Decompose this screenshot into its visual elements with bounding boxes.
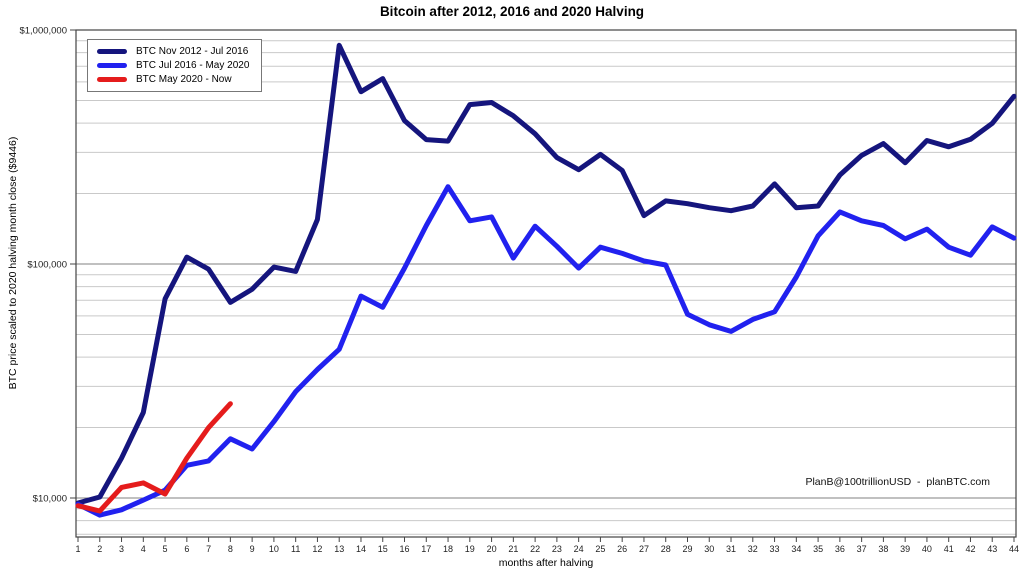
x-tick-label: 22 <box>530 544 540 554</box>
x-tick-label: 1 <box>75 544 80 554</box>
x-tick-label: 10 <box>269 544 279 554</box>
x-tick-label: 26 <box>617 544 627 554</box>
x-tick-label: 43 <box>987 544 997 554</box>
x-tick-label: 28 <box>661 544 671 554</box>
x-tick-label: 21 <box>508 544 518 554</box>
legend-swatch-0 <box>97 49 127 54</box>
x-tick-label: 34 <box>791 544 801 554</box>
x-axis-label: months after halving <box>498 557 594 569</box>
legend-item-1: BTC Jul 2016 - May 2020 <box>97 60 249 71</box>
series-line-2 <box>75 401 233 514</box>
x-tick-label: 9 <box>250 544 255 554</box>
chart-title: Bitcoin after 2012, 2016 and 2020 Halvin… <box>379 4 645 19</box>
x-tick-label: 17 <box>421 544 431 554</box>
y-tick-label: $1,000,000 <box>19 26 67 37</box>
x-tick-label: 33 <box>770 544 780 554</box>
legend-label-2: BTC May 2020 - Now <box>136 74 232 85</box>
x-tick-label: 31 <box>726 544 736 554</box>
x-tick-label: 40 <box>922 544 932 554</box>
x-tick-label: 35 <box>813 544 823 554</box>
x-tick-label: 15 <box>378 544 388 554</box>
x-tick-label: 5 <box>163 544 168 554</box>
x-tick-label: 12 <box>312 544 322 554</box>
x-tick-label: 20 <box>487 544 497 554</box>
plot-border <box>75 29 1017 538</box>
x-tick-label: 30 <box>704 544 714 554</box>
x-tick-label: 27 <box>639 544 649 554</box>
x-tick-label: 37 <box>857 544 867 554</box>
x-tick-label: 36 <box>835 544 845 554</box>
y-axis-label: BTC price scaled to 2020 halving month c… <box>7 136 19 390</box>
legend: BTC Nov 2012 - Jul 2016 BTC Jul 2016 - Ma… <box>87 39 263 92</box>
x-tick-label: 38 <box>878 544 888 554</box>
x-tick-label: 14 <box>356 544 366 554</box>
x-tick-label: 23 <box>552 544 562 554</box>
y-tick-label: $10,000 <box>33 494 67 505</box>
x-tick-label: 41 <box>944 544 954 554</box>
x-tick-label: 44 <box>1009 544 1019 554</box>
x-tick-label: 18 <box>443 544 453 554</box>
y-tick-label: $100,000 <box>27 260 67 271</box>
x-tick-label: 29 <box>682 544 692 554</box>
x-tick-label: 7 <box>206 544 211 554</box>
watermark-annotation: PlanB@100trillionUSD - planBTC.com <box>805 476 990 488</box>
x-tick-label: 19 <box>465 544 475 554</box>
x-tick-label: 39 <box>900 544 910 554</box>
x-tick-label: 16 <box>400 544 410 554</box>
legend-swatch-2 <box>97 77 127 82</box>
x-tick-label: 42 <box>965 544 975 554</box>
series-line-1 <box>75 184 1017 518</box>
x-tick-label: 32 <box>748 544 758 554</box>
x-tick-label: 13 <box>334 544 344 554</box>
legend-item-2: BTC May 2020 - Now <box>97 74 249 85</box>
x-tick-label: 8 <box>228 544 233 554</box>
x-tick-label: 25 <box>595 544 605 554</box>
legend-item-0: BTC Nov 2012 - Jul 2016 <box>97 46 249 57</box>
series-line-0 <box>75 42 1017 506</box>
x-tick-label: 24 <box>574 544 584 554</box>
legend-label-1: BTC Jul 2016 - May 2020 <box>136 60 250 71</box>
x-tick-label: 6 <box>184 544 189 554</box>
legend-label-0: BTC Nov 2012 - Jul 2016 <box>136 46 249 57</box>
x-tick-label: 11 <box>291 544 300 554</box>
x-tick-label: 2 <box>97 544 102 554</box>
legend-swatch-1 <box>97 63 127 68</box>
x-tick-label: 3 <box>119 544 124 554</box>
x-tick-label: 4 <box>141 544 146 554</box>
